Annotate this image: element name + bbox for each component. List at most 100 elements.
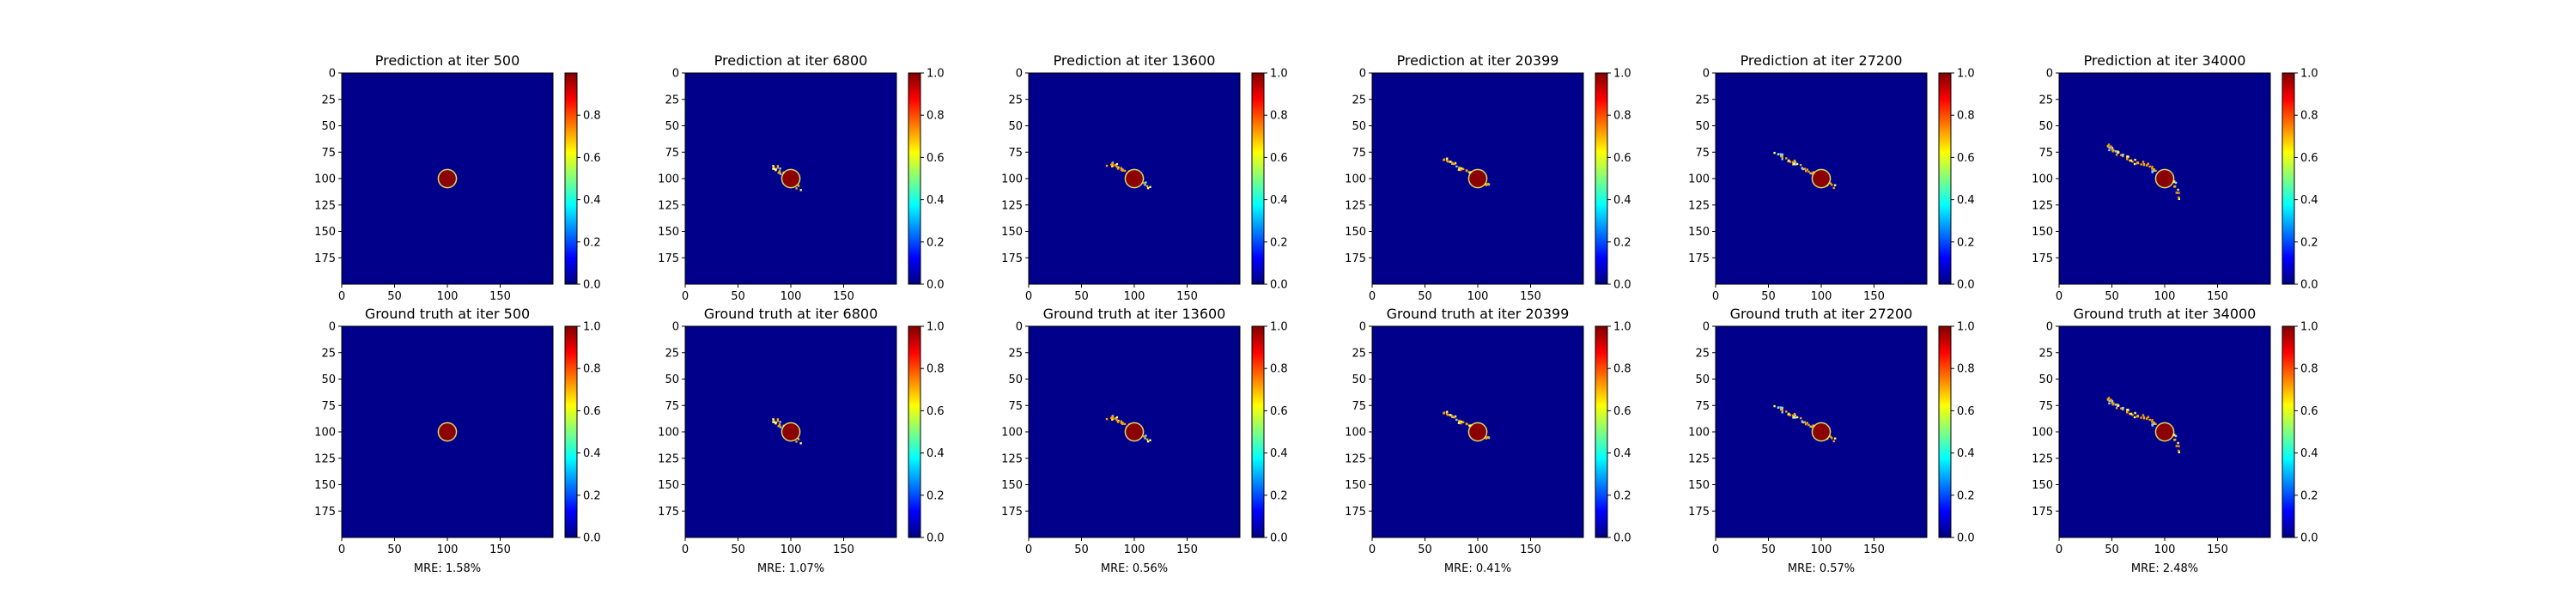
- growth-speckle: [1443, 159, 1445, 161]
- colorbar-tick-label: 1.0: [583, 321, 601, 334]
- growth-speckle: [1454, 415, 1457, 418]
- growth-speckle: [772, 165, 775, 167]
- y-tick-label: 75: [1695, 400, 1710, 413]
- colorbar-tick-label: 0.0: [1957, 279, 1975, 292]
- growth-speckle: [1111, 418, 1114, 421]
- growth-speckle: [772, 421, 775, 423]
- growth-speckle: [797, 185, 800, 187]
- growth-speckle: [2153, 422, 2155, 425]
- growth-speckle: [1789, 414, 1792, 416]
- x-tick-label: 150: [1520, 543, 1541, 556]
- growth-speckle: [1451, 161, 1454, 165]
- growth-speckle: [1114, 164, 1116, 167]
- colorbar-tick-label: 0.0: [1957, 532, 1975, 545]
- growth-speckle: [1812, 424, 1814, 427]
- growth-speckle: [1460, 167, 1463, 170]
- colorbar-tick-label: 0.8: [1957, 363, 1975, 376]
- y-tick-label: 100: [658, 427, 679, 440]
- seed-disk: [1469, 170, 1486, 187]
- y-tick-label: 100: [1688, 427, 1710, 440]
- growth-speckle: [2178, 451, 2180, 453]
- y-tick-label: 100: [314, 173, 336, 186]
- y-tick-label: 175: [1345, 252, 1366, 265]
- colorbar-tick-label: 0.2: [583, 236, 601, 249]
- growth-speckle: [1803, 421, 1807, 423]
- colorbar-tick-label: 0.8: [583, 363, 601, 376]
- growth-speckle: [1120, 168, 1123, 171]
- y-tick-label: 25: [321, 347, 336, 360]
- growth-speckle: [1833, 184, 1837, 186]
- colorbar: [1938, 325, 1952, 538]
- growth-speckle: [2147, 416, 2149, 418]
- growth-speckle: [2173, 180, 2176, 183]
- growth-speckle: [1833, 437, 1837, 440]
- growth-speckle: [773, 419, 775, 422]
- growth-speckle: [1801, 420, 1803, 422]
- colorbar-tick-label: 0.6: [927, 405, 945, 418]
- growth-speckle: [1794, 163, 1797, 166]
- growth-speckle: [1446, 160, 1449, 163]
- colorbar-tick-label: 1.0: [1270, 321, 1288, 334]
- growth-speckle: [1115, 416, 1119, 419]
- growth-speckle: [1809, 172, 1812, 174]
- colorbar: [908, 325, 921, 538]
- x-tick-label: 50: [1761, 290, 1776, 303]
- y-tick-label: 25: [2038, 94, 2053, 106]
- colorbar-tick-label: 0.8: [583, 110, 601, 123]
- y-tick-label: 25: [2038, 347, 2053, 360]
- growth-speckle: [1807, 170, 1810, 173]
- growth-speckle: [1773, 151, 1776, 155]
- colorbar-tick-label: 0.8: [1957, 110, 1975, 123]
- growth-speckle: [1793, 162, 1795, 165]
- growth-speckle: [2133, 162, 2136, 166]
- y-tick-label: 75: [1352, 147, 1366, 160]
- growth-speckle: [1105, 164, 1109, 167]
- growth-speckle: [2122, 155, 2124, 158]
- y-tick-label: 0: [329, 68, 336, 81]
- growth-speckle: [1777, 406, 1780, 409]
- y-tick-label: 150: [1001, 479, 1023, 492]
- growth-speckle: [2111, 150, 2114, 153]
- growth-speckle: [2108, 149, 2111, 152]
- growth-speckle: [2148, 165, 2151, 168]
- growth-speckle: [1116, 167, 1120, 170]
- x-tick-label: 0: [1025, 543, 1032, 556]
- growth-speckle: [1145, 434, 1147, 437]
- growth-speckle: [1116, 421, 1120, 423]
- growth-speckle: [2108, 146, 2111, 149]
- growth-speckle: [2115, 154, 2118, 156]
- y-tick-label: 25: [1352, 94, 1366, 106]
- growth-speckle: [2126, 411, 2129, 414]
- growth-speckle: [1485, 437, 1488, 440]
- growth-speckle: [1831, 437, 1833, 440]
- y-tick-label: 75: [1008, 400, 1023, 413]
- colorbar-tick-label: 0.0: [583, 279, 601, 292]
- growth-speckle: [1111, 415, 1114, 418]
- growth-speckle: [2151, 421, 2154, 423]
- panel-title: Ground truth at iter 20399: [1387, 306, 1570, 322]
- growth-speckle: [1788, 412, 1790, 416]
- growth-speckle: [1144, 184, 1146, 186]
- y-tick-label: 175: [658, 252, 679, 265]
- growth-speckle: [1780, 155, 1783, 158]
- x-tick-label: 100: [2154, 543, 2176, 556]
- growth-speckle: [1443, 412, 1445, 415]
- colorbar-tick-label: 0.0: [927, 279, 945, 292]
- growth-speckle: [2106, 398, 2109, 401]
- colorbar-tick-label: 0.8: [1613, 110, 1631, 123]
- growth-speckle: [2114, 150, 2117, 153]
- growth-speckle: [2151, 166, 2154, 168]
- growth-speckle: [776, 167, 779, 169]
- growth-speckle: [1115, 162, 1119, 166]
- growth-speckle: [1781, 409, 1783, 411]
- colorbar-tick-label: 0.8: [1613, 363, 1631, 376]
- growth-speckle: [2110, 398, 2112, 401]
- colorbar-tick-label: 0.2: [1957, 236, 1975, 249]
- growth-speckle: [1466, 422, 1468, 426]
- growth-speckle: [795, 187, 798, 190]
- growth-speckle: [2110, 145, 2112, 148]
- colorbar-tick-label: 0.2: [1270, 236, 1288, 249]
- y-tick-label: 150: [1001, 226, 1023, 239]
- y-tick-label: 50: [1352, 373, 1366, 386]
- colorbar-tick-label: 0.4: [1957, 194, 1975, 207]
